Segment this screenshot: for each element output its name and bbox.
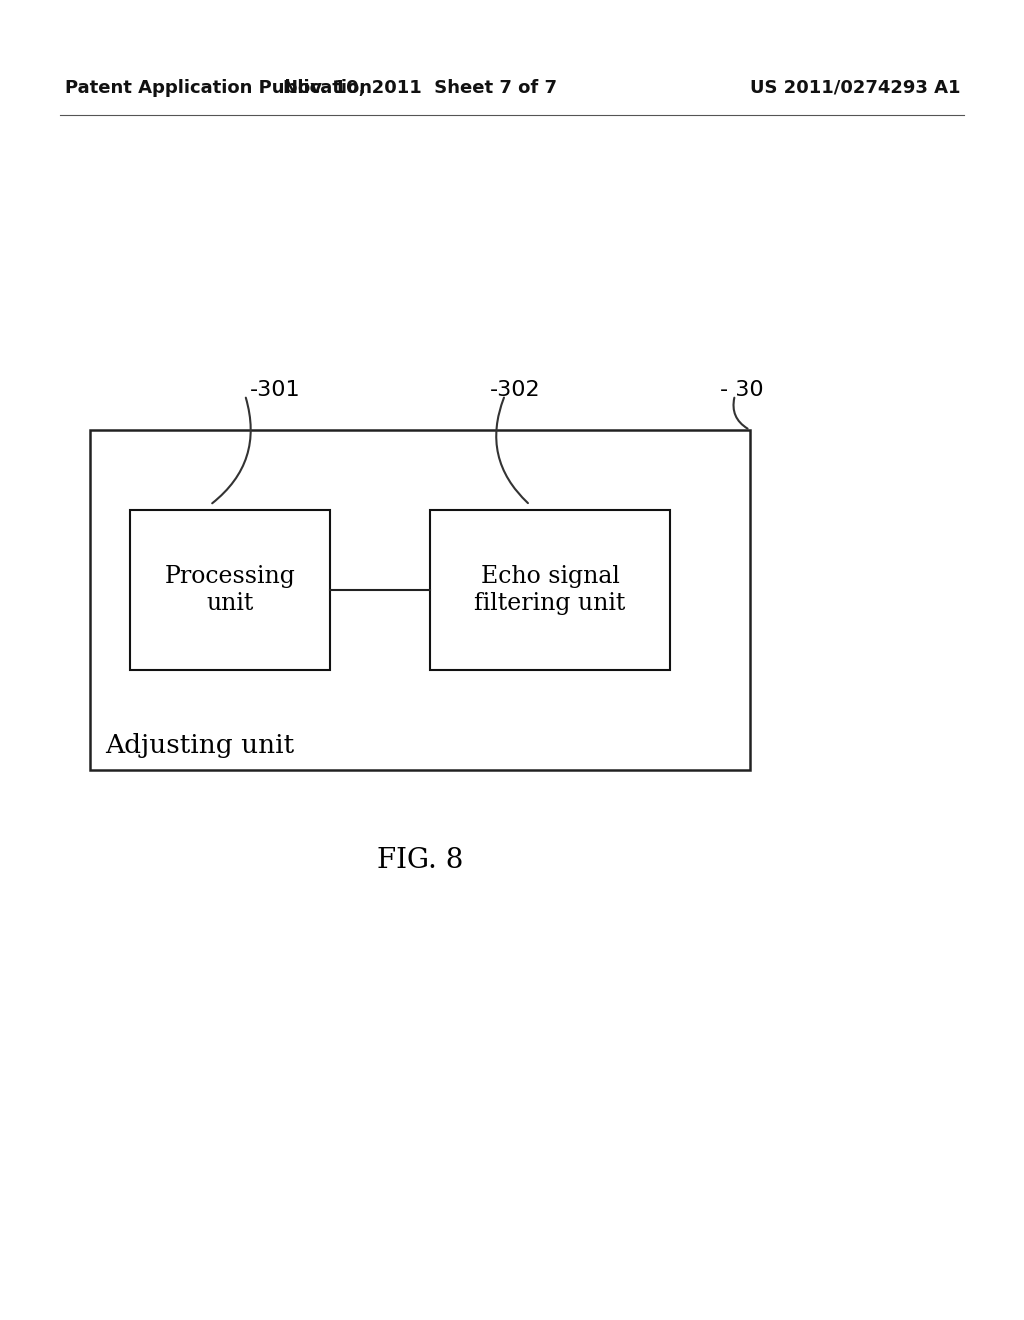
Text: Patent Application Publication: Patent Application Publication xyxy=(65,79,372,96)
Text: FIG. 8: FIG. 8 xyxy=(377,846,463,874)
Text: Echo signal
filtering unit: Echo signal filtering unit xyxy=(474,565,626,615)
Text: -301: -301 xyxy=(250,380,301,400)
Bar xyxy=(130,510,330,671)
Text: US 2011/0274293 A1: US 2011/0274293 A1 xyxy=(750,79,961,96)
Text: -302: -302 xyxy=(490,380,541,400)
Bar xyxy=(90,430,750,770)
Text: - 30: - 30 xyxy=(720,380,764,400)
Text: Processing
unit: Processing unit xyxy=(165,565,296,615)
Text: Adjusting unit: Adjusting unit xyxy=(105,733,294,758)
Bar xyxy=(430,510,670,671)
Text: Nov. 10, 2011  Sheet 7 of 7: Nov. 10, 2011 Sheet 7 of 7 xyxy=(283,79,557,96)
